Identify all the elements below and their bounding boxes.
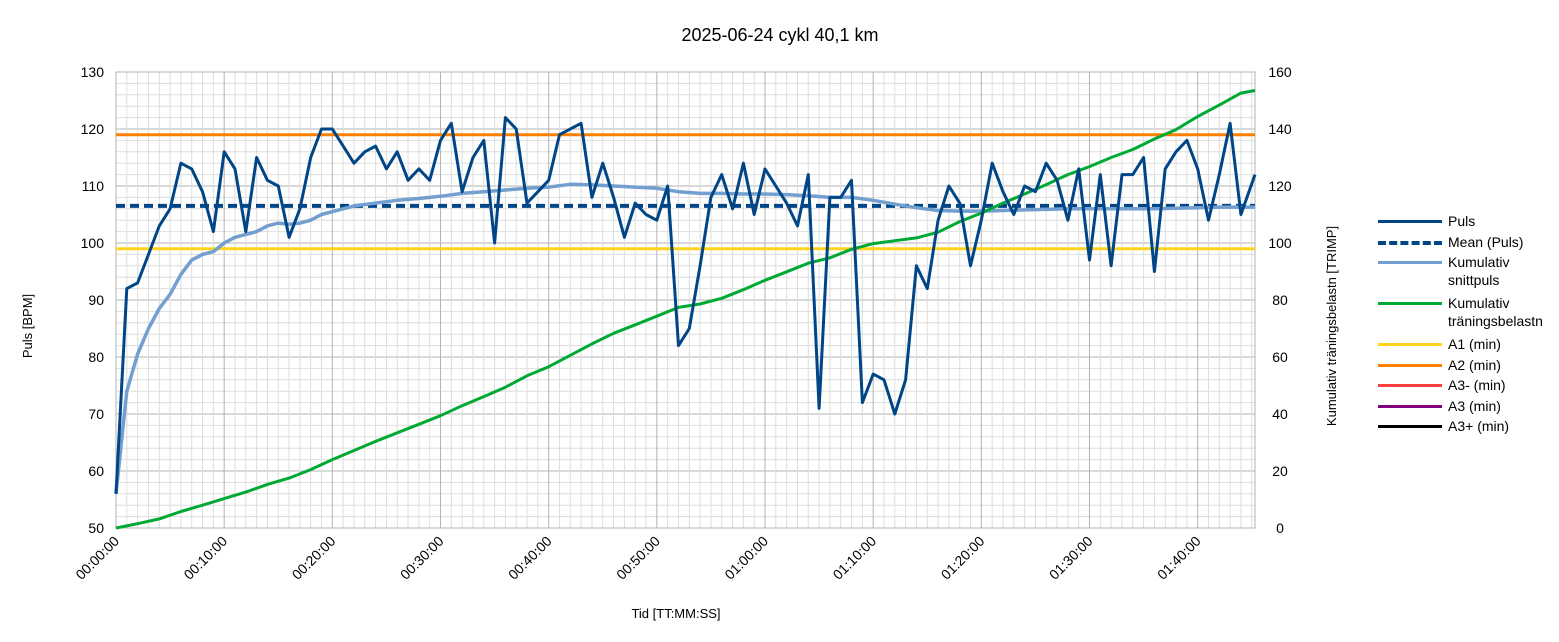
legend-swatch xyxy=(1378,220,1442,223)
y2-tick-label: 120 xyxy=(1268,178,1292,194)
y-tick-label: 100 xyxy=(81,235,105,251)
legend-label: Kumulativ snittpuls xyxy=(1448,254,1510,288)
legend-swatch xyxy=(1378,425,1442,428)
x-tick-label: 01:10:00 xyxy=(829,533,879,583)
legend-label: A3+ (min) xyxy=(1448,418,1510,434)
x-tick-label: 00:40:00 xyxy=(505,533,555,583)
x-tick-label: 01:00:00 xyxy=(721,533,771,583)
legend-label: A1 (min) xyxy=(1448,336,1501,352)
legend-item-kumulativ-snittpuls: Kumulativ snittpuls xyxy=(1378,253,1558,294)
y-tick-label: 70 xyxy=(88,406,104,422)
chart-title: 2025-06-24 cykl 40,1 km xyxy=(681,25,878,45)
legend-swatch xyxy=(1378,404,1442,408)
y-tick-label: 110 xyxy=(82,178,105,194)
x-tick-label: 00:50:00 xyxy=(613,533,663,583)
y2-tick-label: 100 xyxy=(1268,235,1292,251)
legend-label: A2 (min) xyxy=(1448,356,1501,373)
x-axis-ticks: 00:00:00 00:10:00 00:20:00 00:30:00 00:40:00… xyxy=(72,533,1204,583)
x-tick-label: 00:10:00 xyxy=(180,533,230,583)
x-tick-label: 01:30:00 xyxy=(1046,533,1096,583)
y2-tick-label: 160 xyxy=(1268,64,1292,80)
y-axis-label: Puls [BPM] xyxy=(20,294,35,358)
y2-axis-ticks: 0 20 40 60 80 100 120 140 160 xyxy=(1268,64,1292,536)
plot-area-border xyxy=(115,71,1256,529)
y-tick-label: 80 xyxy=(88,349,104,365)
legend-item-puls: Puls xyxy=(1378,212,1558,233)
legend-swatch xyxy=(1378,261,1442,264)
series-line-kumulativ-tr-ningsbelastn xyxy=(115,89,1256,530)
y2-axis-label: Kumulativ träningsbelastn [TRIMP] xyxy=(1324,226,1339,426)
y2-tick-label: 60 xyxy=(1272,349,1288,365)
series-line-kumulativ-snittpuls xyxy=(114,182,1255,494)
grid xyxy=(115,71,1255,529)
legend-swatch xyxy=(1378,363,1442,367)
x-tick-label: 00:00:00 xyxy=(72,533,122,583)
legend-item-a3-min: A3+ (min) xyxy=(1378,417,1558,438)
legend-label: Puls xyxy=(1448,213,1476,229)
legend-label: A3- (min) xyxy=(1448,377,1506,393)
legend-item-mean-puls: Mean (Puls) xyxy=(1378,233,1558,254)
y2-tick-label: 140 xyxy=(1268,121,1292,137)
x-tick-label: 00:20:00 xyxy=(289,533,339,583)
y2-tick-label: 0 xyxy=(1276,520,1284,536)
y2-tick-label: 40 xyxy=(1272,406,1288,422)
y2-tick-label: 20 xyxy=(1272,463,1288,479)
legend-item-a1-min: A1 (min) xyxy=(1378,335,1558,356)
legend-label: Kumulativ träningsbelastn xyxy=(1448,295,1543,329)
legend: Puls Mean (Puls) Kumulativ snittpuls Kumula… xyxy=(1378,212,1558,438)
y-axis-ticks: 50 60 70 80 90 100 110 120 130 xyxy=(81,64,105,536)
series-line-puls xyxy=(114,116,1257,494)
y-tick-label: 60 xyxy=(88,463,104,479)
legend-label: Mean (Puls) xyxy=(1448,233,1524,250)
y-tick-label: 120 xyxy=(81,121,105,137)
legend-item-a3-min: A3 (min) xyxy=(1378,397,1558,418)
x-axis-label: Tid [TT:MM:SS] xyxy=(631,606,720,621)
legend-label: A3 (min) xyxy=(1448,397,1501,414)
y-tick-label: 130 xyxy=(81,64,105,80)
y2-tick-label: 80 xyxy=(1272,292,1288,308)
legend-item-a3-min: A3- (min) xyxy=(1378,376,1558,397)
y-tick-label: 50 xyxy=(88,520,104,536)
legend-swatch xyxy=(1378,240,1442,245)
legend-swatch xyxy=(1378,384,1442,387)
legend-swatch xyxy=(1378,343,1442,346)
series-group xyxy=(114,89,1257,530)
x-tick-label: 00:30:00 xyxy=(397,533,447,583)
legend-item-kumulativ-tr-ningsbelastn: Kumulativ träningsbelastn xyxy=(1378,294,1558,335)
legend-item-a2-min: A2 (min) xyxy=(1378,356,1558,377)
x-tick-label: 01:40:00 xyxy=(1154,533,1204,583)
x-tick-label: 01:20:00 xyxy=(938,533,988,583)
legend-swatch xyxy=(1378,302,1442,305)
y-tick-label: 90 xyxy=(88,292,104,308)
